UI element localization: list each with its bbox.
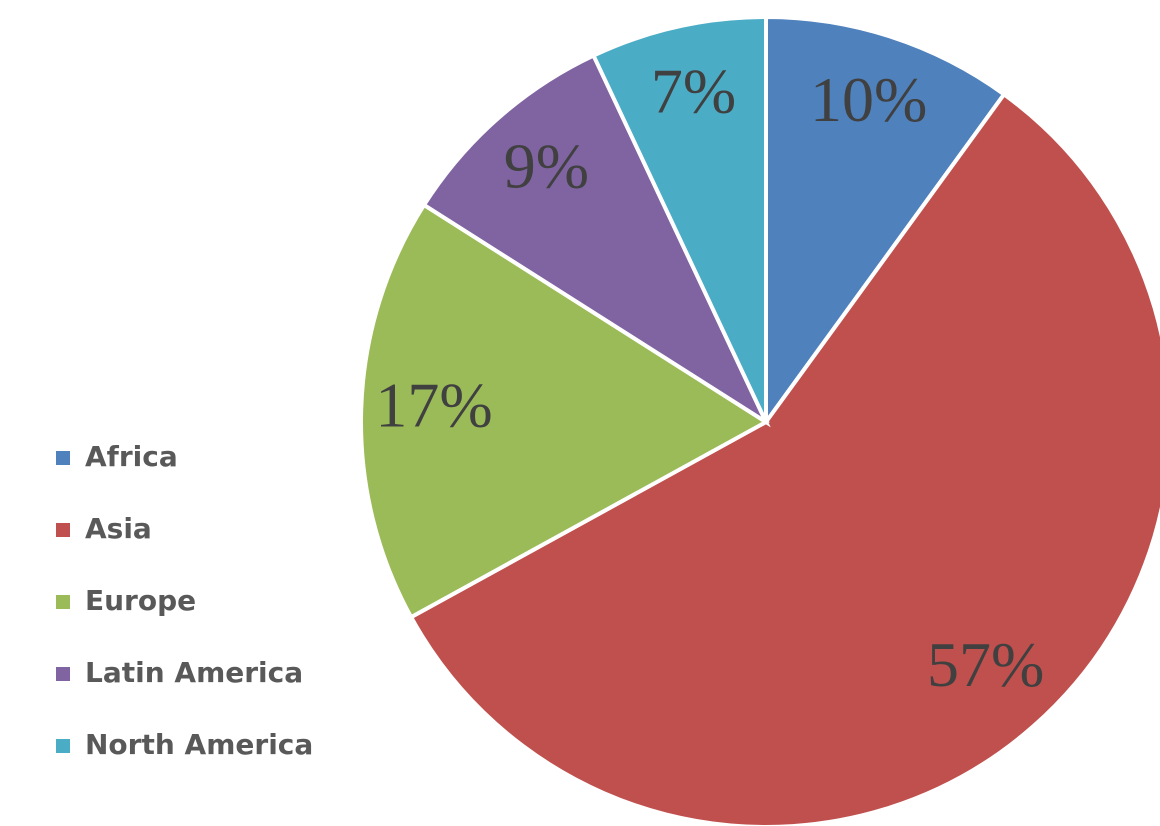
- legend-label: Latin America: [85, 656, 303, 689]
- legend-label: Europe: [85, 584, 196, 617]
- legend-swatch: [56, 595, 70, 609]
- pie-slice: [359, 202, 770, 620]
- data-label: 9%: [504, 131, 589, 202]
- legend-swatch: [56, 451, 70, 465]
- legend-label: North America: [85, 728, 313, 761]
- data-label: 57%: [927, 629, 1044, 700]
- legend-label: Asia: [85, 512, 152, 545]
- pie-slice: [421, 52, 771, 428]
- data-label: 17%: [375, 369, 492, 440]
- legend-swatch: [56, 667, 70, 681]
- data-label: 7%: [651, 56, 736, 127]
- legend-swatch: [56, 739, 70, 753]
- pie-slice: [764, 14, 1007, 429]
- data-label: 10%: [810, 64, 927, 135]
- legend-label: Africa: [85, 440, 178, 473]
- pie-slice: [408, 91, 1160, 826]
- legend-swatch: [56, 523, 70, 537]
- pie-slice: [590, 14, 768, 423]
